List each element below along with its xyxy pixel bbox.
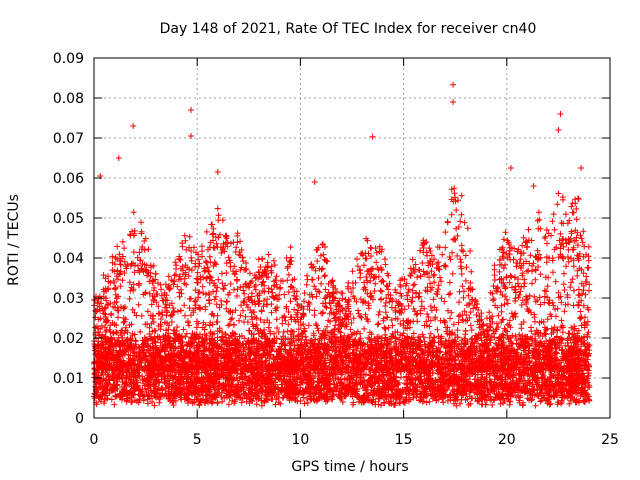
data-point [214,334,221,341]
data-point [547,400,554,407]
data-point [357,370,364,377]
data-points [91,81,593,409]
data-point [219,398,226,405]
data-point [495,341,502,348]
data-point [302,333,309,340]
data-point [396,336,403,343]
data-point [253,401,260,408]
data-point [416,397,423,404]
data-point [169,399,176,406]
data-point [156,399,163,406]
data-point [170,402,177,409]
data-point [328,395,335,402]
data-point [105,373,112,380]
data-point [272,401,279,408]
data-point [524,395,531,402]
data-point [380,399,387,406]
data-point [546,401,553,408]
data-point [108,396,115,403]
data-point [366,372,373,378]
data-point [297,398,304,404]
data-point [312,336,319,343]
data-point [566,400,573,407]
data-point [339,399,346,405]
data-point [383,396,390,403]
data-point [388,339,395,346]
data-point [532,402,539,409]
data-point [285,336,291,343]
data-point [371,387,378,394]
data-point [227,389,234,396]
